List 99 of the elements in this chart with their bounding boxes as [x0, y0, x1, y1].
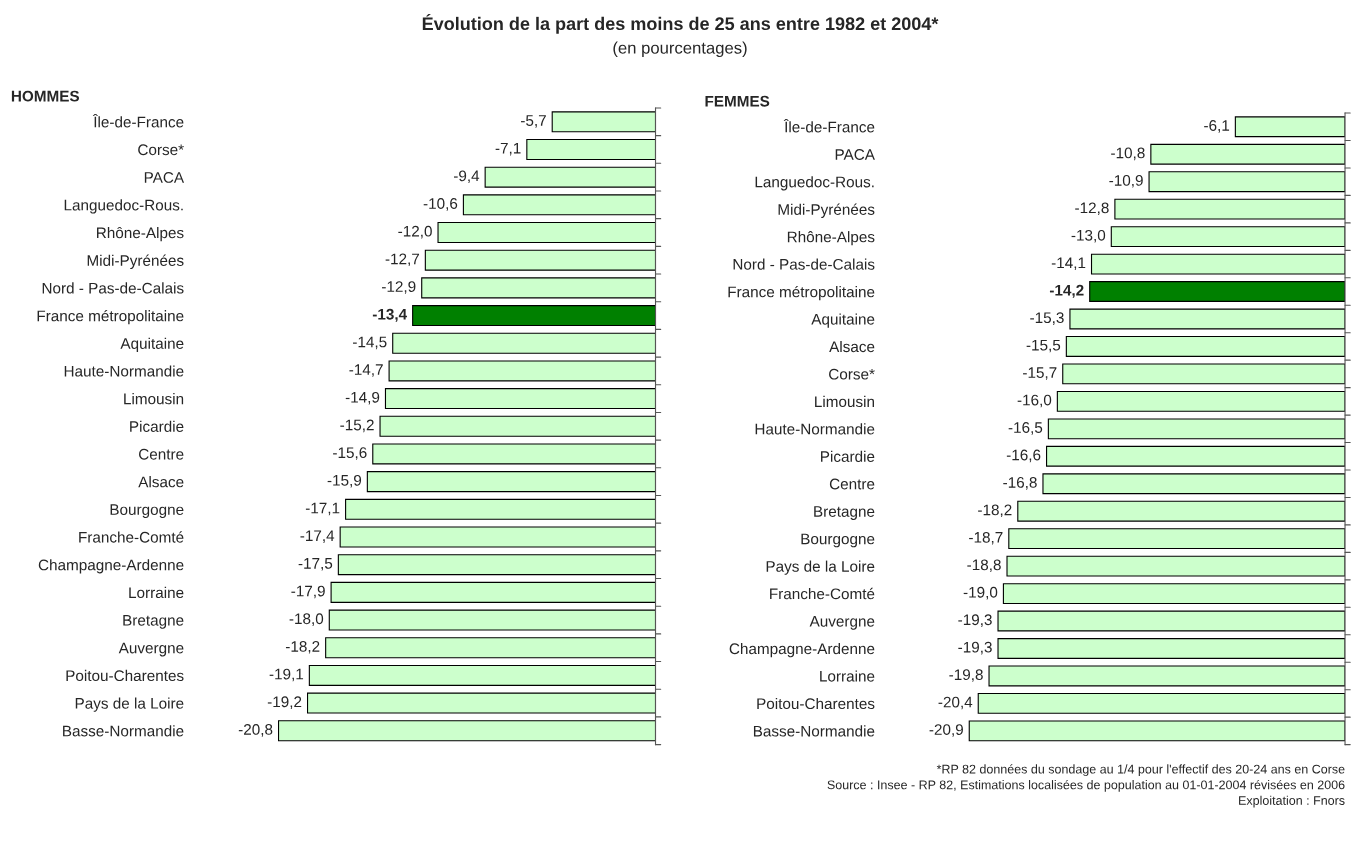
data-label: -18,2 [978, 504, 1012, 518]
y-tick-label: Bretagne [123, 615, 184, 629]
y-tick-label: Centre [139, 448, 184, 460]
data-label: -18,0 [289, 613, 324, 626]
data-label: -18,2 [285, 641, 320, 654]
y-tick-label: Champagne-Ardenne [729, 642, 875, 658]
text: Évolution de la part des moins de 25 ans entre 1982 et 2004* [422, 13, 939, 34]
data-label: -15,2 [340, 419, 374, 433]
y-tick-label: Rhône-Alpes [97, 226, 184, 242]
data-label: -15,3 [1030, 312, 1064, 325]
data-label: -12,9 [382, 281, 416, 294]
y-tick-label: Aquitaine [811, 313, 875, 328]
y-tick-label: Nord - Pas-de-Calais [733, 258, 875, 270]
y-tick-label: Auvergne [118, 642, 184, 657]
y-tick-label: PACA [144, 172, 185, 183]
y-tick-label: Lorraine [129, 586, 184, 599]
y-tick-label: Haute-Normandie [755, 423, 875, 435]
y-tick-label: Basse-Normandie [753, 725, 875, 737]
data-label: -19,0 [963, 586, 998, 600]
data-label: -16,0 [1017, 394, 1052, 408]
y-tick-label: Languedoc-Rous. [755, 176, 874, 191]
y-tick-label: Franche-Comté [770, 587, 875, 600]
data-label: -6,1 [1204, 120, 1230, 133]
y-tick-label: Aquitaine [120, 337, 184, 352]
y-tick-label: Limousin [124, 393, 184, 405]
data-label: -19,1 [269, 668, 304, 682]
data-label: -19,3 [958, 614, 992, 627]
y-tick-label: Haute-Normandie [64, 365, 184, 377]
data-label: -16,6 [1006, 449, 1041, 463]
data-label: -15,7 [1023, 367, 1057, 380]
data-label: -9,4 [453, 170, 480, 184]
y-tick-label: Franche-Comté [79, 531, 184, 543]
data-label: -16,8 [1003, 477, 1037, 490]
y-tick-label: Alsace [138, 476, 184, 488]
y-tick-label: Bourgogne [110, 504, 184, 519]
data-label: -13,0 [1071, 229, 1106, 243]
data-label: -14,1 [1051, 257, 1086, 270]
y-tick-label: Corse* [138, 144, 184, 156]
text: Exploitation : Fnors [1239, 795, 1345, 808]
data-label: -20,4 [938, 696, 973, 710]
y-tick-label: Poitou-Charentes [757, 697, 875, 710]
data-label: -12,0 [398, 225, 432, 239]
y-tick-label: Lorraine [820, 670, 875, 682]
data-label: -20,8 [238, 724, 273, 737]
y-tick-label: Nord - Pas-de-Calais [42, 282, 184, 294]
data-label: -19,8 [949, 669, 983, 682]
data-label: -7,1 [495, 142, 521, 156]
data-label: -15,6 [333, 447, 367, 460]
data-label: -19,3 [958, 641, 992, 655]
text: (en pourcentages) [613, 41, 747, 58]
y-tick-label: Picardie [130, 420, 184, 432]
y-tick-label: Pays de la Loire [766, 560, 875, 575]
data-label: -14,2 [1049, 284, 1084, 298]
data-label: -5,7 [521, 115, 546, 128]
data-label: -15,5 [1026, 339, 1061, 353]
y-tick-label: Midi-Pyrénées [778, 203, 875, 218]
y-tick-label: Rhône-Alpes [787, 231, 875, 246]
data-label: -17,9 [291, 585, 325, 599]
data-label: -17,5 [298, 558, 333, 571]
data-label: -14,9 [345, 391, 380, 405]
source-note: Source : Insee - RP 82, Estimations localisées de population au 01-01-2004 révisées en 2006 [827, 779, 1345, 792]
data-label: -13,4 [372, 308, 408, 322]
data-label: -18,8 [967, 559, 1001, 573]
y-tick-label: Basse-Normandie [63, 725, 184, 737]
y-tick-label: Bourgogne [801, 533, 875, 548]
y-tick-label: Île-de-France [92, 113, 184, 128]
data-label: -12,8 [1075, 202, 1109, 216]
text: *RP 82 données du sondage au 1/4 pour l'effectif des 20-24 ans en Corse [936, 764, 1345, 776]
y-tick-label: Poitou-Charentes [66, 669, 184, 682]
y-tick-label: Pays de la Loire [75, 697, 184, 712]
y-tick-label: Bretagne [814, 506, 875, 520]
y-tick-label: Île-de-France [783, 118, 875, 133]
data-label: -17,4 [300, 530, 335, 543]
y-tick-label: Corse* [829, 368, 875, 380]
y-tick-label: Languedoc-Rous. [64, 199, 183, 214]
y-tick-label: France métropolitaine [37, 309, 184, 325]
y-tick-label: Midi-Pyrénées [87, 254, 184, 269]
y-tick-label: Auvergne [809, 616, 875, 630]
y-tick-label: Centre [829, 478, 875, 490]
data-label: -14,5 [353, 336, 387, 350]
data-label: -10,9 [1109, 174, 1143, 188]
y-tick-label: Limousin [815, 395, 874, 408]
data-label: -16,5 [1008, 422, 1043, 435]
text: HOMMES [11, 90, 80, 102]
y-tick-label: Picardie [821, 450, 875, 462]
data-label: -12,7 [385, 253, 420, 267]
data-label: -19,2 [267, 696, 302, 709]
y-tick-label: PACA [835, 149, 875, 160]
data-label: -14,7 [349, 364, 383, 377]
data-label: -17,1 [305, 502, 340, 516]
y-tick-label: Alsace [829, 340, 875, 353]
data-label: -10,6 [423, 198, 458, 211]
data-label: -15,9 [327, 474, 362, 488]
y-tick-label: Champagne-Ardenne [38, 559, 184, 574]
data-label: -18,7 [969, 531, 1003, 545]
data-label: -20,9 [929, 724, 963, 737]
y-tick-label: France métropolitaine [728, 285, 875, 301]
data-label: -10,8 [1111, 147, 1145, 161]
text: FEMMES [705, 95, 770, 107]
